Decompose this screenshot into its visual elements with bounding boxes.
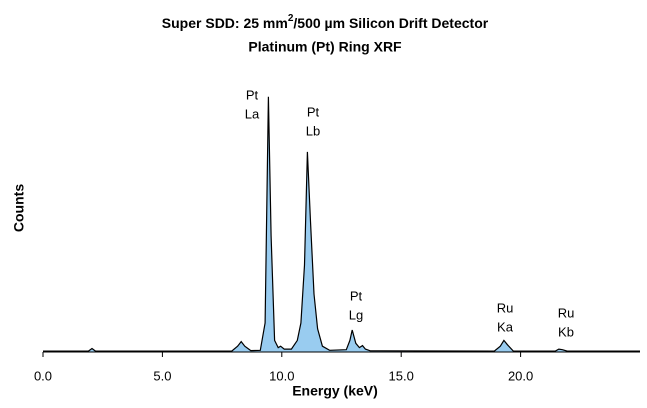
- x-tick-label: 10.0: [269, 368, 294, 383]
- title-part: /500 µm Silicon Drift Detector: [293, 15, 488, 31]
- peak-label: Pt: [246, 87, 259, 102]
- peak-label: Ka: [497, 319, 514, 334]
- x-tick-label: 20.0: [508, 368, 533, 383]
- title-part: Super SDD: 25 mm: [162, 15, 288, 31]
- spectrum-line: [43, 96, 640, 352]
- spectrum-area: [43, 96, 640, 352]
- peak-label: Kb: [558, 324, 574, 339]
- chart-subtitle: Platinum (Pt) Ring XRF: [248, 39, 402, 55]
- title-superscript: 2: [288, 13, 294, 24]
- peak-label: La: [245, 106, 260, 121]
- x-tick-label: 15.0: [389, 368, 414, 383]
- peak-label: Ru: [558, 305, 575, 320]
- peak-label: Lg: [349, 307, 363, 322]
- x-tick-label: 5.0: [153, 368, 171, 383]
- peak-label: Lb: [306, 123, 320, 138]
- peak-label: Pt: [307, 104, 320, 119]
- x-tick-label: 0.0: [34, 368, 52, 383]
- peak-label: Pt: [350, 288, 363, 303]
- y-axis-label: Counts: [11, 184, 27, 232]
- x-axis-label: Energy (keV): [292, 383, 378, 399]
- peak-label: Ru: [497, 300, 514, 315]
- chart-title: Super SDD: 25 mm2/500 µm Silicon Drift D…: [162, 13, 489, 31]
